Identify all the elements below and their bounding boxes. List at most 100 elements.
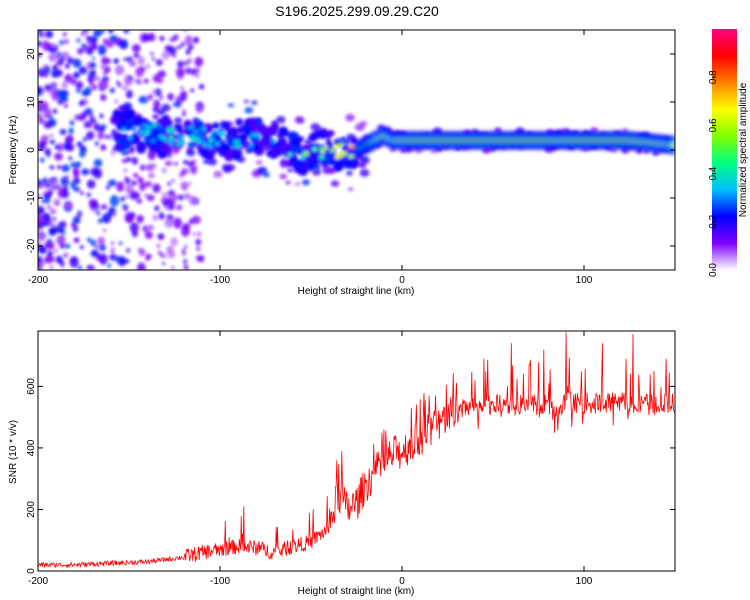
heatmap-cell-614: [126, 157, 133, 162]
heatmap-cell-171: [138, 182, 146, 192]
heatmap-cell-337: [59, 129, 67, 135]
ridge-peak: [207, 144, 213, 149]
heatmap-cell-87: [90, 249, 100, 258]
ridge-peak: [287, 152, 293, 157]
heatmap-cell-596: [166, 153, 173, 158]
heatmap-cell-76: [53, 248, 58, 254]
heatmap-cell-401: [167, 251, 176, 259]
ridge-peak: [347, 154, 354, 159]
heatmap-cell-104: [72, 216, 81, 225]
colorbar-label: Normalized spectral amplitude: [738, 82, 749, 217]
ridge-peak: [233, 144, 238, 148]
ridge-blob: [112, 109, 123, 120]
heatmap-ridge: [110, 107, 675, 176]
ridge-blob: [212, 122, 220, 129]
ridge-blob: [220, 120, 227, 128]
snr-x-axis-label: Height of straight line (km): [298, 586, 415, 597]
heatmap-cell-282: [72, 169, 80, 179]
heatmap-cell-415: [131, 157, 139, 165]
ridge-peak: [132, 126, 137, 132]
ridge-blob: [149, 146, 156, 153]
ridge-peak: [319, 155, 325, 160]
heatmap-cell-385: [38, 100, 48, 112]
ridge-blob: [265, 126, 277, 136]
heatmap-cell-107: [42, 177, 48, 186]
colorbar-tick-label: 0.6: [708, 118, 719, 132]
heatmap-cell-99: [38, 32, 44, 38]
heatmap-cell-442: [88, 198, 98, 208]
heatmap-cell-562: [191, 165, 198, 171]
ridge-peak: [300, 155, 306, 160]
ridge-peak: [237, 144, 242, 149]
ridge-blob: [340, 136, 347, 142]
heatmap-cell-473: [64, 201, 73, 209]
heatmap-cell-394: [38, 145, 45, 151]
ridge-core: [670, 142, 675, 148]
heatmap-cell-56: [86, 179, 96, 189]
heatmap-cell-46: [38, 113, 42, 118]
heatmap-cell-281: [147, 224, 154, 231]
ridge-blob: [226, 128, 233, 136]
heatmap-cell-583: [251, 100, 258, 105]
snr-y-tick-label: 200: [26, 501, 37, 518]
heatmap-cell-585: [213, 170, 223, 178]
ridge-peak: [208, 137, 214, 143]
heatmap-cell-467: [148, 172, 155, 179]
heatmap-cell-180: [46, 250, 54, 257]
heatmap-cell-311: [183, 264, 189, 270]
heatmap-cell-101: [136, 214, 144, 224]
snr-x-tick-label: -200: [28, 576, 48, 587]
ridge-peak: [137, 129, 144, 135]
ridge-peak: [167, 140, 174, 144]
ridge-peak: [178, 140, 186, 145]
ridge-peak: [146, 125, 151, 130]
ridge-blob: [235, 118, 244, 126]
heatmap-cell-204: [129, 222, 139, 233]
heatmap-cell-449: [43, 71, 48, 78]
heatmap-x-tick-label: 100: [576, 275, 593, 286]
ridge-peak: [169, 135, 174, 141]
heatmap-cell-244: [39, 183, 45, 189]
ridge-blob: [314, 164, 321, 171]
ridge-blob: [123, 109, 136, 121]
heatmap-cell-461: [147, 94, 154, 100]
heatmap-cell-304: [177, 194, 185, 201]
ridge-peak: [250, 133, 257, 138]
heatmap-cell-298: [100, 93, 107, 102]
ridge-blob: [319, 128, 329, 139]
heatmap-cell-549: [180, 96, 187, 101]
snr-y-tick-label: 0: [26, 568, 37, 574]
heatmap-cell-59: [157, 233, 165, 240]
ridge-peak: [233, 139, 240, 144]
heatmap-cell-250: [90, 35, 98, 45]
heatmap-cell-529: [330, 180, 340, 187]
heatmap-cell-239: [146, 194, 155, 202]
heatmap-cell-137: [195, 238, 202, 246]
heatmap-y-ticks: -20 -10 0 10 20: [26, 48, 675, 253]
ridge-peak: [270, 138, 276, 144]
ridge-peak: [177, 134, 183, 138]
heatmap-cell-463: [38, 86, 43, 95]
colorbar: 0.0 0.2 0.4 0.6 0.8 Normalized spectral ampl…: [708, 29, 749, 277]
heatmap-cell-274: [83, 120, 93, 129]
heatmap-cell-450: [148, 32, 156, 42]
heatmap-cell-499: [61, 263, 65, 268]
heatmap-cell-398: [58, 227, 64, 233]
ridge-peak: [127, 135, 133, 141]
heatmap-cell-698: [294, 181, 301, 186]
heatmap-cell-358: [69, 120, 75, 126]
heatmap-cell-255: [100, 145, 107, 150]
heatmap-cell-530: [590, 127, 598, 133]
heatmap-cell-264: [76, 38, 81, 43]
heatmap-cell-72: [86, 130, 95, 140]
heatmap-cell-464: [109, 195, 120, 207]
heatmap-cell-566: [243, 99, 250, 104]
heatmap-cell-273: [151, 57, 155, 61]
heatmap-cell-77: [137, 55, 145, 66]
heatmap-cell-113: [185, 67, 192, 75]
heatmap-cell-362: [64, 63, 70, 69]
snr-plot-area: [38, 331, 675, 571]
ridge-peak: [312, 147, 318, 152]
heatmap-cell-397: [167, 204, 175, 211]
ridge-blob: [249, 120, 257, 127]
